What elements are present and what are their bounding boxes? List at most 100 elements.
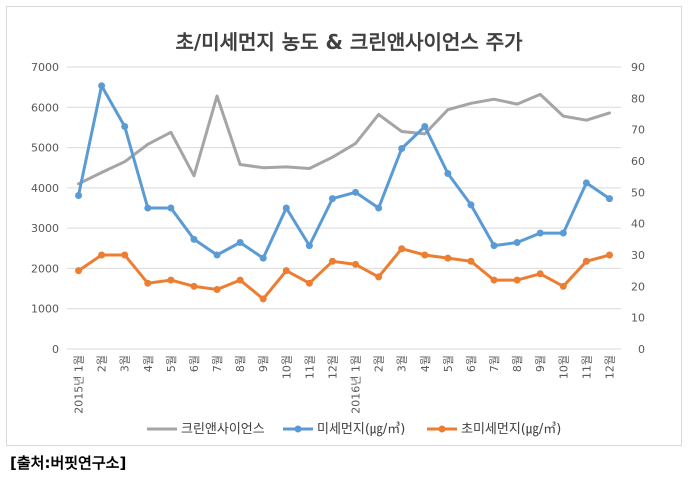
right-tick-label: 0: [638, 343, 645, 356]
legend-marker: [294, 425, 302, 433]
data-point: [190, 235, 198, 243]
x-tick-label: 4월: [419, 355, 432, 372]
data-point: [444, 254, 452, 262]
data-point: [559, 229, 567, 237]
x-axis: 2015년 1월 2월 3월 4월 5월 6월 7월 8월 9월 10월 11월 12월 2016년 1…: [73, 355, 617, 414]
x-tick-label: 2월: [373, 355, 386, 372]
data-point: [490, 242, 498, 250]
data-point: [305, 242, 313, 250]
x-tick-label: 3월: [119, 355, 132, 372]
data-point: [167, 276, 175, 284]
right-tick-label: 80: [631, 92, 645, 105]
data-point: [375, 273, 383, 281]
legend-marker: [438, 425, 446, 433]
left-tick-label: 5000: [31, 142, 59, 155]
series-line-0: [77, 92, 611, 186]
x-tick-label: 2월: [96, 355, 109, 372]
x-tick-label: 8월: [511, 355, 524, 372]
x-tick-label: 10월: [280, 355, 293, 379]
x-tick-label: 7월: [488, 355, 501, 372]
data-point: [282, 267, 290, 275]
data-point: [582, 179, 590, 187]
right-tick-label: 40: [631, 218, 645, 231]
data-point: [398, 144, 406, 152]
data-point: [582, 257, 590, 265]
left-tick-label: 1000: [31, 303, 59, 316]
left-tick-label: 4000: [31, 182, 59, 195]
right-tick-label: 50: [631, 186, 645, 199]
data-point: [144, 204, 152, 212]
x-tick-label: 11월: [303, 355, 316, 379]
data-point: [421, 251, 429, 259]
left-tick-label: 3000: [31, 222, 59, 235]
data-point: [144, 279, 152, 287]
x-tick-label: 5월: [442, 355, 455, 372]
data-point: [282, 204, 290, 212]
data-point: [536, 270, 544, 278]
x-tick-label: 7월: [211, 355, 224, 372]
right-axis: 0 10 20 30 40 50 60 70 80 90: [631, 61, 645, 356]
chart-title: 초/미세먼지 농도 & 크린앤사이언스 주가: [176, 30, 524, 54]
data-point: [167, 204, 175, 212]
x-tick-label: 2015년 1월: [73, 355, 86, 414]
x-tick-label: 11월: [580, 355, 593, 379]
data-point: [75, 191, 83, 199]
right-tick-label: 90: [631, 61, 645, 74]
data-point: [398, 245, 406, 253]
data-point: [513, 276, 521, 284]
data-point: [213, 285, 221, 293]
data-point: [605, 251, 613, 259]
x-tick-label: 12월: [603, 355, 616, 379]
data-point: [559, 282, 567, 290]
data-point: [467, 257, 475, 265]
data-point: [75, 267, 83, 275]
data-point: [305, 279, 313, 287]
line-chart: 초/미세먼지 농도 & 크린앤사이언스 주가 01000200030004000…: [31, 30, 645, 437]
left-tick-label: 7000: [31, 61, 59, 74]
data-point: [190, 282, 198, 290]
data-point: [375, 204, 383, 212]
data-point: [536, 229, 544, 237]
right-tick-label: 60: [631, 155, 645, 168]
data-point: [236, 276, 244, 284]
x-tick-label: 5월: [165, 355, 178, 372]
x-tick-label: 2016년 1월: [350, 355, 363, 414]
x-tick-label: 6월: [188, 355, 201, 372]
left-tick-label: 2000: [31, 262, 59, 275]
left-tick-label: 6000: [31, 101, 59, 114]
legend-label: 크린앤사이언스: [181, 422, 265, 437]
x-tick-label: 12월: [326, 355, 339, 379]
left-tick-label: 0: [52, 343, 59, 356]
right-tick-label: 10: [631, 312, 645, 325]
data-point: [605, 195, 613, 203]
right-tick-label: 30: [631, 249, 645, 262]
series-line-1: [77, 84, 611, 260]
x-tick-label: 10월: [557, 355, 570, 379]
x-tick-label: 8월: [234, 355, 247, 372]
right-tick-label: 70: [631, 124, 645, 137]
gridlines: [67, 66, 621, 350]
data-point: [98, 82, 106, 90]
data-point: [421, 123, 429, 131]
data-point: [259, 295, 267, 303]
legend-label: 미세먼지(㎍/㎥): [317, 422, 405, 437]
x-tick-label: 6월: [465, 355, 478, 372]
data-point: [259, 254, 267, 262]
data-point: [490, 276, 498, 284]
x-tick-label: 3월: [396, 355, 409, 372]
data-point: [513, 238, 521, 246]
data-point: [236, 238, 244, 246]
x-tick-label: 4월: [142, 355, 155, 372]
legend-label: 초미세먼지(㎍/㎥): [461, 422, 561, 437]
data-point: [467, 201, 475, 209]
source-note: [출처:버핏연구소]: [10, 454, 127, 472]
left-axis: 0 1000 2000 3000 4000 5000 6000 7000: [31, 61, 59, 356]
legend: 크린앤사이언스 미세먼지(㎍/㎥) 초미세먼지(㎍/㎥): [147, 422, 561, 437]
right-tick-label: 20: [631, 280, 645, 293]
chart-area: 초/미세먼지 농도 & 크린앤사이언스 주가 0 1000 2000 3000 4000…: [6, 6, 682, 446]
data-point: [352, 260, 360, 268]
data-point: [328, 257, 336, 265]
data-point: [98, 251, 106, 259]
data-point: [121, 123, 129, 131]
